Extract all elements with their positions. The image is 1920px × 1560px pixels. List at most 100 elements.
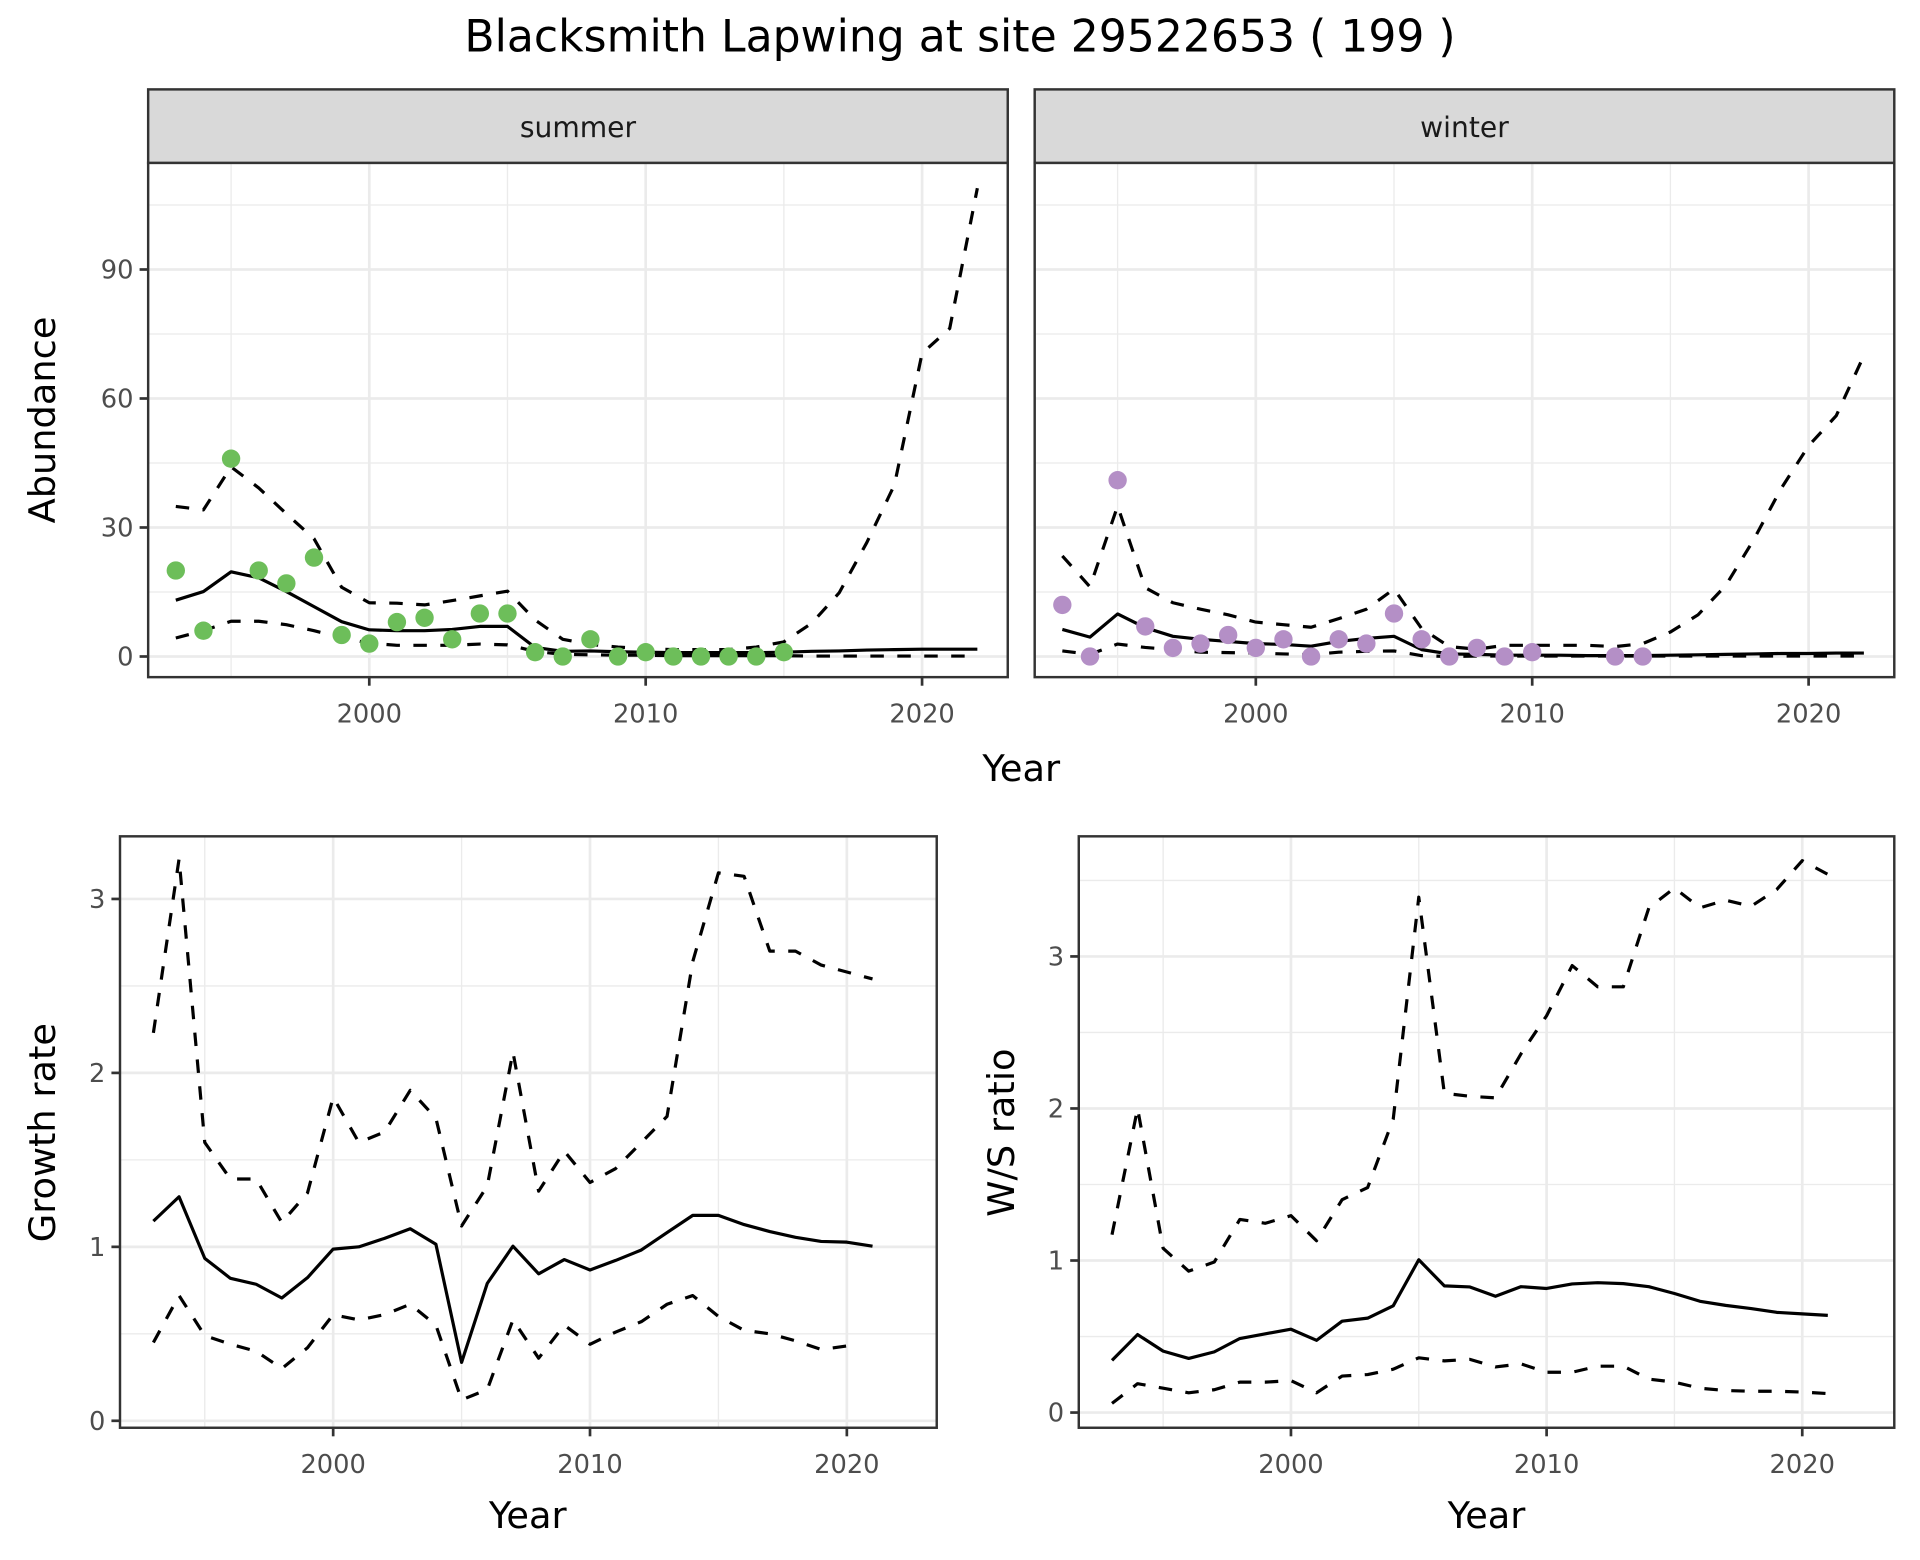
data-point xyxy=(1246,638,1265,658)
data-point xyxy=(1218,625,1238,645)
series-layer xyxy=(175,187,979,658)
data-point xyxy=(1605,647,1625,666)
series-line-upper xyxy=(1061,354,1866,651)
gridlines xyxy=(120,836,937,1428)
plot-background xyxy=(148,162,1008,678)
data-point xyxy=(525,643,545,662)
data-point xyxy=(553,647,572,666)
x-tick-label: 2020 xyxy=(889,699,954,729)
ws-ratio-y-axis-title: W/S ratio xyxy=(980,1048,1023,1216)
abundance-summer-panel: summer 0 30 60 90 2000 2010 2020 xyxy=(101,88,1009,729)
y-ticks: 0 1 2 3 xyxy=(89,885,120,1437)
growth-rate-x-axis-title: Year xyxy=(488,1494,568,1537)
data-point xyxy=(691,647,711,666)
facet-strip-winter xyxy=(1033,88,1896,165)
data-point xyxy=(221,449,241,468)
y-tick-label: 30 xyxy=(101,514,134,544)
x-ticks: 2000 2010 2020 xyxy=(337,677,955,729)
data-point xyxy=(387,612,407,632)
x-tick-label: 2010 xyxy=(557,1450,622,1480)
data-point xyxy=(581,630,600,649)
x-tick-label: 2000 xyxy=(1223,699,1288,729)
panel-border xyxy=(118,835,938,1429)
data-point xyxy=(415,608,434,627)
data-point xyxy=(1467,638,1487,658)
data-point xyxy=(360,634,379,653)
data-point xyxy=(1440,647,1459,666)
x-ticks: 2000 2010 2020 xyxy=(1223,677,1841,729)
x-tick-label: 2000 xyxy=(300,1450,365,1480)
data-point xyxy=(1301,647,1321,666)
data-point xyxy=(1633,647,1652,666)
x-ticks: 2000 2010 2020 xyxy=(300,1427,880,1480)
abundance-x-axis-title: Year xyxy=(981,747,1061,790)
y-tick-label: 1 xyxy=(1048,1247,1064,1277)
y-tick-label: 0 xyxy=(89,1407,105,1437)
data-point xyxy=(1163,638,1183,658)
series-line-lower xyxy=(151,1293,848,1402)
points-layer xyxy=(1053,471,1652,666)
series-line-upper xyxy=(151,857,873,1228)
data-point xyxy=(1384,604,1404,623)
data-point xyxy=(249,561,268,580)
points-layer xyxy=(166,449,794,666)
data-point xyxy=(443,630,462,649)
data-point xyxy=(1274,630,1293,649)
y-tick-label: 60 xyxy=(101,385,134,415)
data-point xyxy=(166,561,185,580)
y-tick-label: 0 xyxy=(117,643,133,673)
data-point xyxy=(1108,471,1127,490)
data-point xyxy=(747,647,766,666)
figure-title: Blacksmith Lapwing at site 29522653 ( 19… xyxy=(464,11,1455,62)
y-tick-label: 1 xyxy=(89,1233,105,1263)
data-point xyxy=(1080,647,1100,666)
data-point xyxy=(332,625,351,645)
y-tick-label: 0 xyxy=(1048,1399,1064,1429)
data-point xyxy=(1329,630,1348,649)
y-tick-label: 3 xyxy=(89,885,105,915)
facet-strip-summer xyxy=(146,88,1009,165)
series-line-lower xyxy=(1111,1356,1828,1405)
series-line-lower xyxy=(175,619,978,658)
series-line-estimate xyxy=(1110,1258,1828,1362)
y-tick-label: 2 xyxy=(1048,1095,1064,1125)
gridlines xyxy=(1034,162,1895,678)
data-point xyxy=(1523,643,1542,662)
data-point xyxy=(1053,595,1072,615)
y-tick-label: 2 xyxy=(89,1059,105,1089)
data-point xyxy=(1412,630,1431,649)
panel-border xyxy=(1077,835,1896,1429)
y-ticks: 0 30 60 90 xyxy=(101,256,149,673)
plot-background xyxy=(1078,836,1895,1428)
ws-ratio-x-axis-title: Year xyxy=(1447,1494,1527,1537)
growth-rate-y-axis-title: Growth rate xyxy=(21,1023,64,1242)
x-tick-label: 2010 xyxy=(613,699,678,729)
gridlines xyxy=(1078,836,1895,1428)
series-line-estimate xyxy=(175,570,978,655)
series-line-estimate xyxy=(152,1195,873,1364)
x-tick-label: 2000 xyxy=(337,699,402,729)
facet-label-summer: summer xyxy=(520,111,637,144)
y-tick-label: 90 xyxy=(101,256,134,286)
data-point xyxy=(1357,634,1376,653)
data-point xyxy=(1136,617,1155,636)
data-point xyxy=(498,604,517,623)
data-point xyxy=(719,647,738,666)
abundance-winter-panel: winter 2000 2010 2020 xyxy=(1033,88,1896,729)
ws-ratio-panel: 0 1 2 3 2000 2010 2020 xyxy=(1048,835,1896,1480)
data-point xyxy=(608,647,628,666)
data-point xyxy=(277,574,296,593)
x-tick-label: 2000 xyxy=(1258,1450,1323,1480)
facet-label-winter: winter xyxy=(1420,111,1509,144)
data-point xyxy=(304,548,324,567)
data-point xyxy=(636,643,655,662)
data-point xyxy=(1495,647,1514,666)
x-tick-label: 2020 xyxy=(1776,699,1841,729)
data-point xyxy=(470,604,490,623)
plot-background xyxy=(120,836,937,1428)
series-layer xyxy=(1110,859,1829,1405)
data-point xyxy=(194,621,213,640)
series-line-lower xyxy=(1062,642,1864,659)
abundance-y-axis-title: Abundance xyxy=(21,317,64,524)
